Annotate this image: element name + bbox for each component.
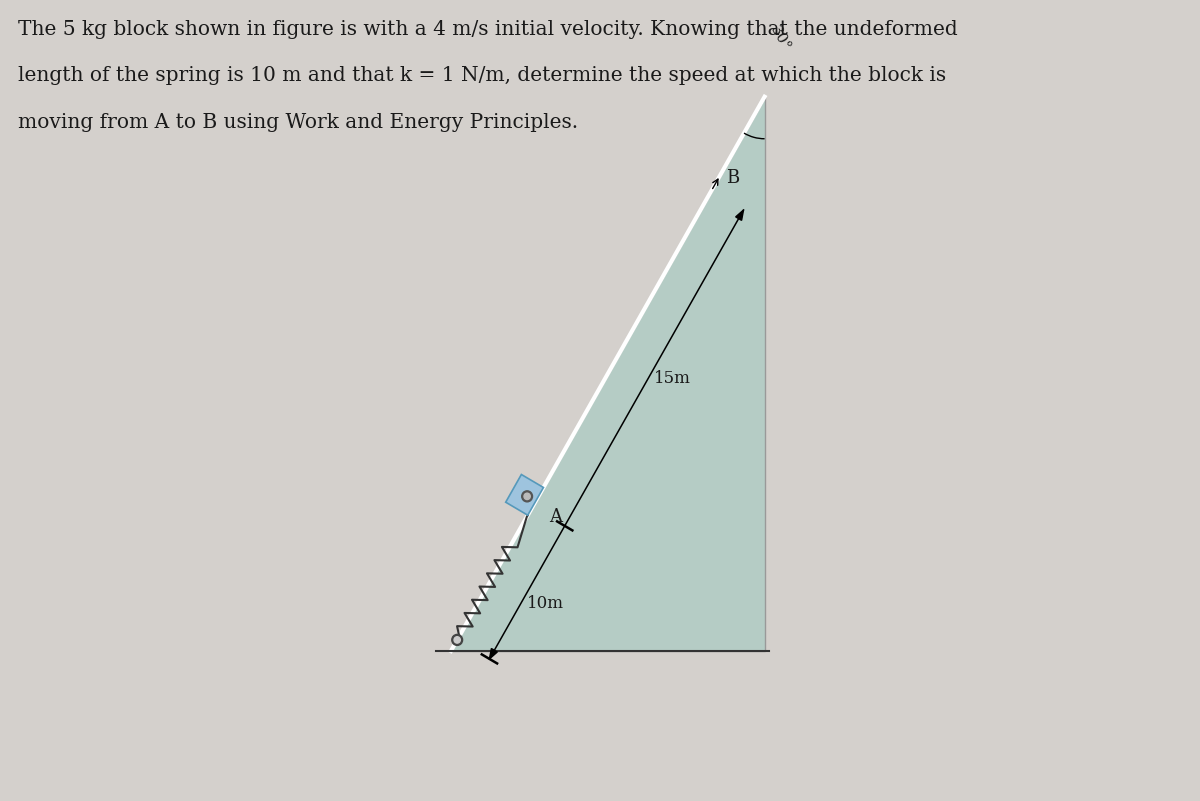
Text: 30°: 30° <box>767 23 793 54</box>
Polygon shape <box>505 474 544 515</box>
Text: B: B <box>726 168 739 187</box>
Polygon shape <box>451 97 764 651</box>
Polygon shape <box>490 649 497 659</box>
Text: length of the spring is 10 m and that k = 1 N/m, determine the speed at which th: length of the spring is 10 m and that k … <box>18 66 946 86</box>
Circle shape <box>451 634 462 646</box>
Text: moving from A to B using Work and Energy Principles.: moving from A to B using Work and Energy… <box>18 113 577 132</box>
Circle shape <box>524 493 530 500</box>
Polygon shape <box>736 210 744 220</box>
Text: 10m: 10m <box>527 595 564 612</box>
Circle shape <box>522 491 533 502</box>
Text: A: A <box>548 508 562 525</box>
Text: 15m: 15m <box>654 370 691 388</box>
Circle shape <box>454 637 461 643</box>
Text: The 5 kg block shown in figure is with a 4 m/s initial velocity. Knowing that th: The 5 kg block shown in figure is with a… <box>18 20 958 39</box>
